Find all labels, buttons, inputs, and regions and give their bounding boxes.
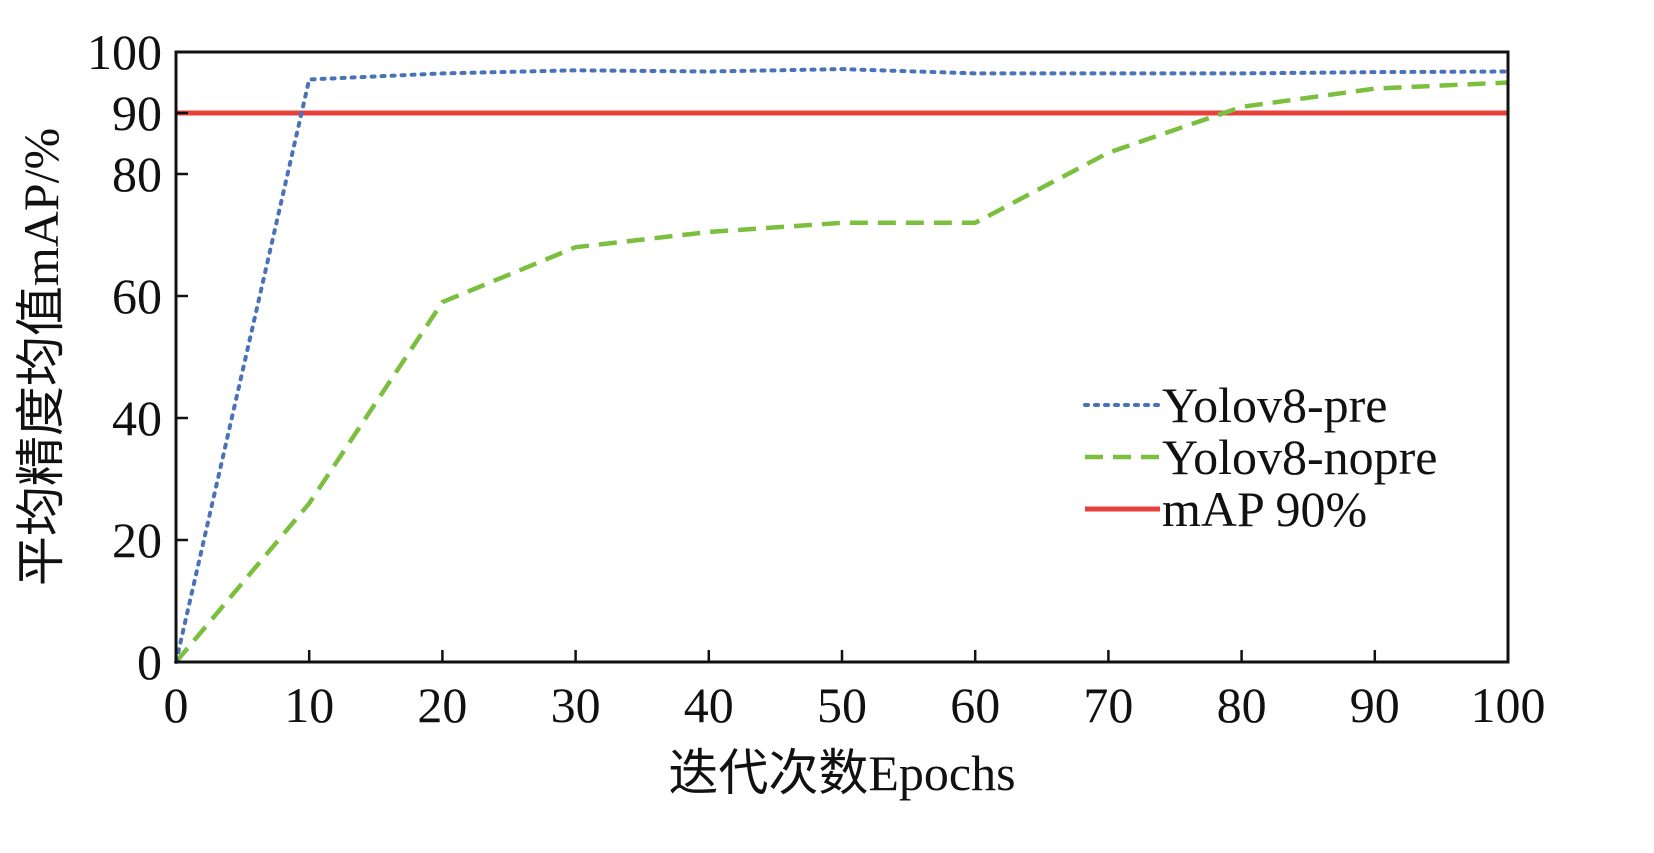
legend-label-yolov8-pre: Yolov8-pre: [1162, 377, 1388, 433]
series-line-yolov8-nopre: [174, 80, 1509, 664]
x-tick-label: 40: [684, 677, 734, 733]
x-tick-label: 10: [284, 677, 334, 733]
plot-frame: [174, 50, 1510, 664]
x-axis-title: 迭代次数Epochs: [668, 745, 1015, 801]
x-tick-label: 30: [551, 677, 601, 733]
legend-label-yolov8-nopre: Yolov8-nopre: [1162, 429, 1438, 485]
x-tick-label: 0: [164, 677, 189, 733]
y-tick-label: 100: [87, 24, 162, 80]
x-tick-label: 50: [817, 677, 867, 733]
y-tick-label: 40: [112, 390, 162, 446]
y-tick-label: 0: [137, 634, 162, 690]
y-tick-label: 20: [112, 512, 162, 568]
y-axis-title: 平均精度均值mAP/%: [13, 128, 69, 586]
x-tick-label: 80: [1217, 677, 1267, 733]
x-tick-label: 100: [1471, 677, 1546, 733]
y-tick-label: 60: [112, 268, 162, 324]
legend-label-map-90: mAP 90%: [1162, 481, 1367, 537]
series-layer: [174, 67, 1510, 664]
x-tick-label: 70: [1083, 677, 1133, 733]
x-tick-label: 20: [417, 677, 467, 733]
x-tick-label: 90: [1350, 677, 1400, 733]
series-line-yolov8-pre: [174, 67, 1510, 664]
y-tick-label: 80: [112, 146, 162, 202]
x-tick-label: 60: [950, 677, 1000, 733]
y-tick-label: 90: [112, 85, 162, 141]
